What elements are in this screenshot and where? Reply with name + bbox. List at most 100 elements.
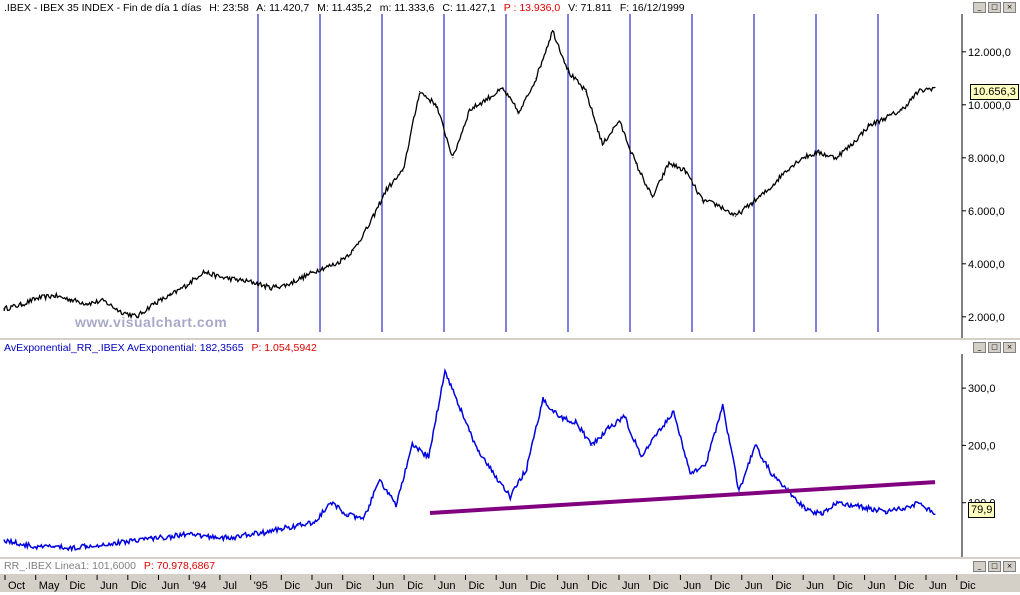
- data-point: [264, 531, 266, 534]
- x-tick-label: Jun: [745, 580, 763, 592]
- x-tick-label: Dic: [714, 580, 730, 592]
- close-value: C: 11.427,1: [442, 2, 496, 14]
- data-point: [169, 295, 171, 297]
- data-point: [85, 545, 87, 547]
- maximize-button[interactable]: □: [988, 2, 1001, 13]
- data-point: [136, 316, 138, 318]
- data-point: [768, 189, 770, 191]
- data-point: [53, 295, 55, 297]
- x-axis[interactable]: Oct May Dic Jun Dic Jun '94 Jul '95 Dic Jun Dic Jun D…: [0, 575, 1020, 592]
- price-chart-svg[interactable]: 2.000,0 4.000,0 6.000,0 8.000,0 10.000,0 12.0…: [0, 0, 1020, 338]
- data-point: [552, 30, 554, 32]
- data-point: [468, 109, 471, 111]
- x-tick-label: Dic: [591, 580, 607, 592]
- data-point: [526, 467, 528, 469]
- oscillator-minimize-button[interactable]: _: [973, 342, 986, 353]
- data-point: [101, 543, 103, 546]
- data-point: [535, 77, 537, 79]
- trendline-close-button[interactable]: ×: [1003, 561, 1016, 572]
- high-value: M: 11.435,2: [317, 2, 372, 14]
- oscillator-last-value-readout: 79,9: [968, 502, 996, 518]
- trendline-panel-header: RR_.IBEX Linea1: 101,6000 P: 70.978,6867: [4, 559, 220, 573]
- data-point: [884, 117, 886, 119]
- trendline-label: RR_.IBEX Linea1: 101,6000: [4, 560, 136, 572]
- data-point: [19, 543, 21, 545]
- indicator-label: AvExponential_RR_.IBEX AvExponential: 18…: [4, 342, 244, 354]
- data-point: [689, 473, 691, 475]
- low-value: m: 11.333,6: [379, 2, 435, 14]
- data-point: [869, 507, 871, 510]
- x-tick-label: Dic: [837, 580, 853, 592]
- data-point: [302, 276, 304, 278]
- oscillator-maximize-button[interactable]: □: [988, 342, 1001, 353]
- data-point: [286, 284, 288, 286]
- x-tick-label: Dic: [960, 580, 976, 592]
- x-axis-svg: Oct May Dic Jun Dic Jun '94 Jul '95 Dic Jun Dic Jun D…: [4, 575, 976, 592]
- trendline-window-buttons: _ □ ×: [973, 561, 1016, 572]
- data-point: [485, 98, 487, 101]
- data-point: [885, 510, 887, 512]
- x-tick-label: Dic: [407, 580, 423, 592]
- data-point: [419, 90, 421, 93]
- data-point: [575, 421, 577, 424]
- open-value: A: 11.420,7: [256, 2, 310, 14]
- x-tick-label: Jun: [376, 580, 394, 592]
- data-point: [248, 533, 250, 535]
- data-point: [705, 461, 707, 464]
- x-tick-label: Dic: [653, 580, 669, 592]
- price-panel-header: .IBEX - IBEX 35 INDEX - Fin de día 1 día…: [4, 1, 690, 15]
- price-panel[interactable]: .IBEX - IBEX 35 INDEX - Fin de día 1 día…: [0, 0, 1020, 338]
- x-tick-label: '94: [192, 580, 206, 592]
- x-tick-label: Jun: [100, 580, 118, 592]
- date-value: F: 16/12/1999: [619, 2, 685, 14]
- data-point: [851, 143, 853, 146]
- data-point: [362, 519, 364, 521]
- close-button[interactable]: ×: [1003, 2, 1016, 13]
- oscillator-close-button[interactable]: ×: [1003, 342, 1016, 353]
- trendline-minimize-button[interactable]: _: [973, 561, 986, 572]
- data-point: [117, 542, 119, 544]
- data-point: [202, 271, 205, 273]
- data-point: [685, 170, 687, 172]
- y-tick-label: 6.000,0: [968, 206, 1005, 218]
- symbol-label: .IBEX - IBEX 35 INDEX - Fin de día 1 día…: [4, 2, 202, 14]
- data-point: [591, 444, 593, 447]
- data-point: [585, 90, 587, 93]
- data-point: [3, 308, 5, 310]
- data-point: [119, 310, 121, 313]
- series-line: [3, 368, 936, 553]
- data-point: [656, 433, 658, 435]
- data-point: [852, 504, 854, 507]
- data-point: [435, 104, 437, 106]
- data-point: [330, 502, 332, 504]
- data-point: [369, 223, 371, 225]
- x-tick-label: Oct: [8, 580, 25, 592]
- data-point: [269, 287, 271, 289]
- data-point: [918, 502, 920, 504]
- y-tick-label: 300,0: [968, 383, 996, 395]
- data-point: [867, 125, 870, 127]
- data-point: [818, 151, 820, 154]
- trendline-maximize-button[interactable]: □: [988, 561, 1001, 572]
- y-tick-label: 200,0: [968, 440, 996, 452]
- minimize-button[interactable]: _: [973, 2, 986, 13]
- x-tick-label: Jun: [868, 580, 886, 592]
- oscillator-panel[interactable]: AvExponential_RR_.IBEX AvExponential: 18…: [0, 340, 1020, 557]
- x-tick-label: Jun: [683, 580, 701, 592]
- data-point: [722, 404, 724, 406]
- data-point: [820, 513, 822, 515]
- price-panel-window-buttons: _ □ ×: [973, 2, 1016, 13]
- data-point: [624, 416, 626, 418]
- data-point: [834, 157, 836, 159]
- hour-value: H: 23:58: [209, 2, 249, 14]
- x-tick-label: Dic: [69, 580, 85, 592]
- data-point: [701, 199, 703, 201]
- x-tick-label: Jun: [806, 580, 824, 592]
- x-tick-label: Dic: [346, 580, 362, 592]
- data-point: [518, 112, 520, 114]
- trendline-panel[interactable]: RR_.IBEX Linea1: 101,6000 P: 70.978,6867…: [0, 559, 1020, 574]
- y-tick-label: 10.000,0: [968, 100, 1011, 112]
- data-point: [395, 504, 397, 507]
